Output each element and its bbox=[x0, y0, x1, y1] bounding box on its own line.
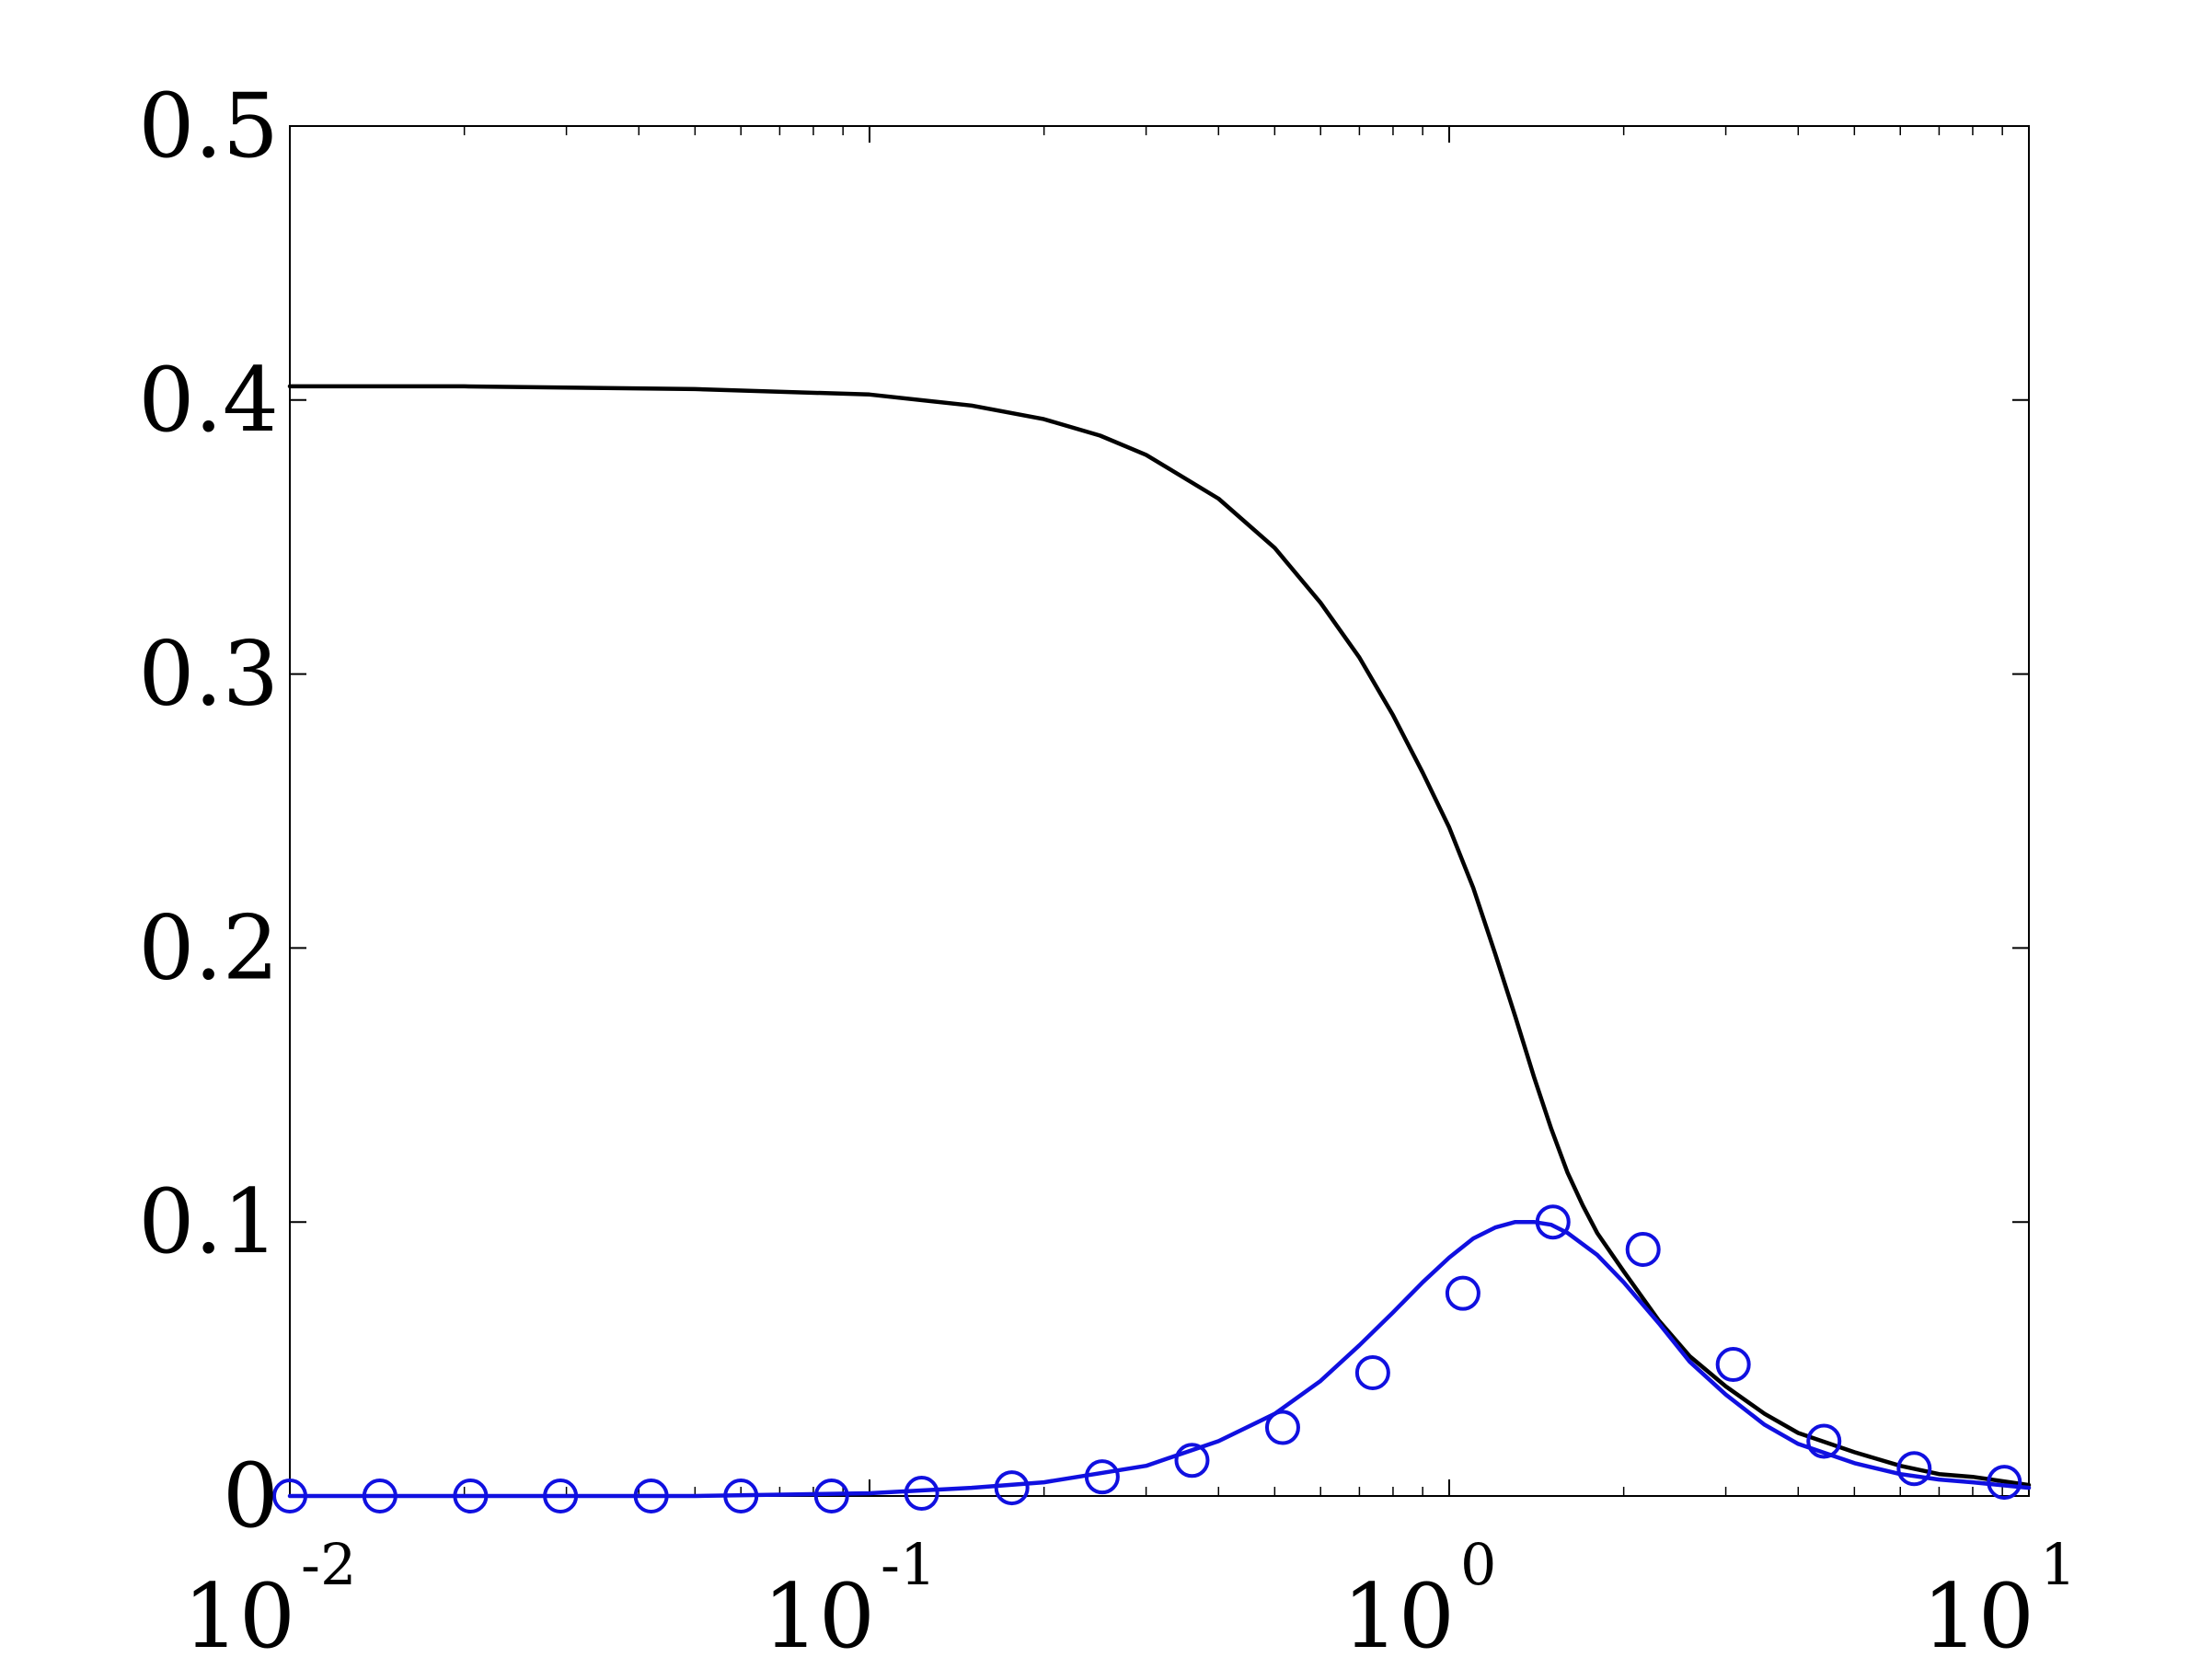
x-tick-label: 10-1 bbox=[763, 1531, 937, 1657]
y-tick-label: 0.3 bbox=[138, 623, 279, 726]
x-tick-label-exponent: -2 bbox=[301, 1531, 356, 1598]
series-2-marker bbox=[1535, 1204, 1571, 1240]
series-2-marker bbox=[543, 1479, 579, 1513]
y-tick-label: 0.1 bbox=[138, 1170, 279, 1273]
y-tick-label: 0.4 bbox=[138, 349, 279, 452]
series-2-marker bbox=[1896, 1451, 1932, 1487]
series-2-marker bbox=[272, 1479, 307, 1513]
series-2-marker bbox=[1987, 1465, 2022, 1501]
x-tick-label: 10-2 bbox=[183, 1531, 357, 1657]
series-layer bbox=[272, 384, 2032, 1513]
series-2-marker bbox=[362, 1479, 397, 1513]
series-2-marker bbox=[1084, 1459, 1120, 1495]
series-2-marker bbox=[723, 1479, 759, 1513]
x-tick-label-base: 10 bbox=[183, 1565, 295, 1657]
x-tick-label-base: 10 bbox=[1922, 1565, 2034, 1657]
series-2-marker bbox=[633, 1479, 669, 1513]
series-1-line bbox=[287, 1219, 2032, 1499]
y-tick-label: 0 bbox=[223, 1444, 279, 1548]
x-tick-label-exponent: 0 bbox=[1460, 1531, 1496, 1598]
series-0-line bbox=[287, 384, 2032, 1488]
series-2-marker bbox=[1625, 1231, 1661, 1267]
y-axis-tick-labels: 0 0.1 0.2 0.3 0.4 0.5 bbox=[138, 75, 279, 1548]
x-tick-label: 101 bbox=[1922, 1531, 2077, 1657]
plot-area-frame bbox=[289, 125, 2030, 1497]
series-2-marker bbox=[1264, 1410, 1300, 1445]
series-2-marker bbox=[1174, 1443, 1210, 1479]
series-2-marker bbox=[1715, 1347, 1751, 1383]
y-tick-label: 0.2 bbox=[138, 896, 279, 999]
series-2-marker bbox=[1445, 1275, 1480, 1311]
series-2-marker bbox=[813, 1479, 849, 1513]
series-2-marker bbox=[994, 1470, 1030, 1506]
x-tick-label-exponent: -1 bbox=[881, 1531, 936, 1598]
axis-ticks bbox=[289, 125, 2030, 1497]
x-tick-label-exponent: 1 bbox=[2040, 1531, 2076, 1598]
x-tick-label: 100 bbox=[1342, 1531, 1497, 1657]
y-tick-label: 0.5 bbox=[138, 75, 279, 178]
x-tick-label-base: 10 bbox=[763, 1565, 875, 1657]
series-2-marker bbox=[453, 1479, 489, 1513]
series-2-marker bbox=[904, 1476, 939, 1512]
series-2-marker bbox=[1354, 1354, 1390, 1390]
series-2-marker bbox=[1806, 1423, 1842, 1459]
x-tick-label-base: 10 bbox=[1342, 1565, 1455, 1657]
